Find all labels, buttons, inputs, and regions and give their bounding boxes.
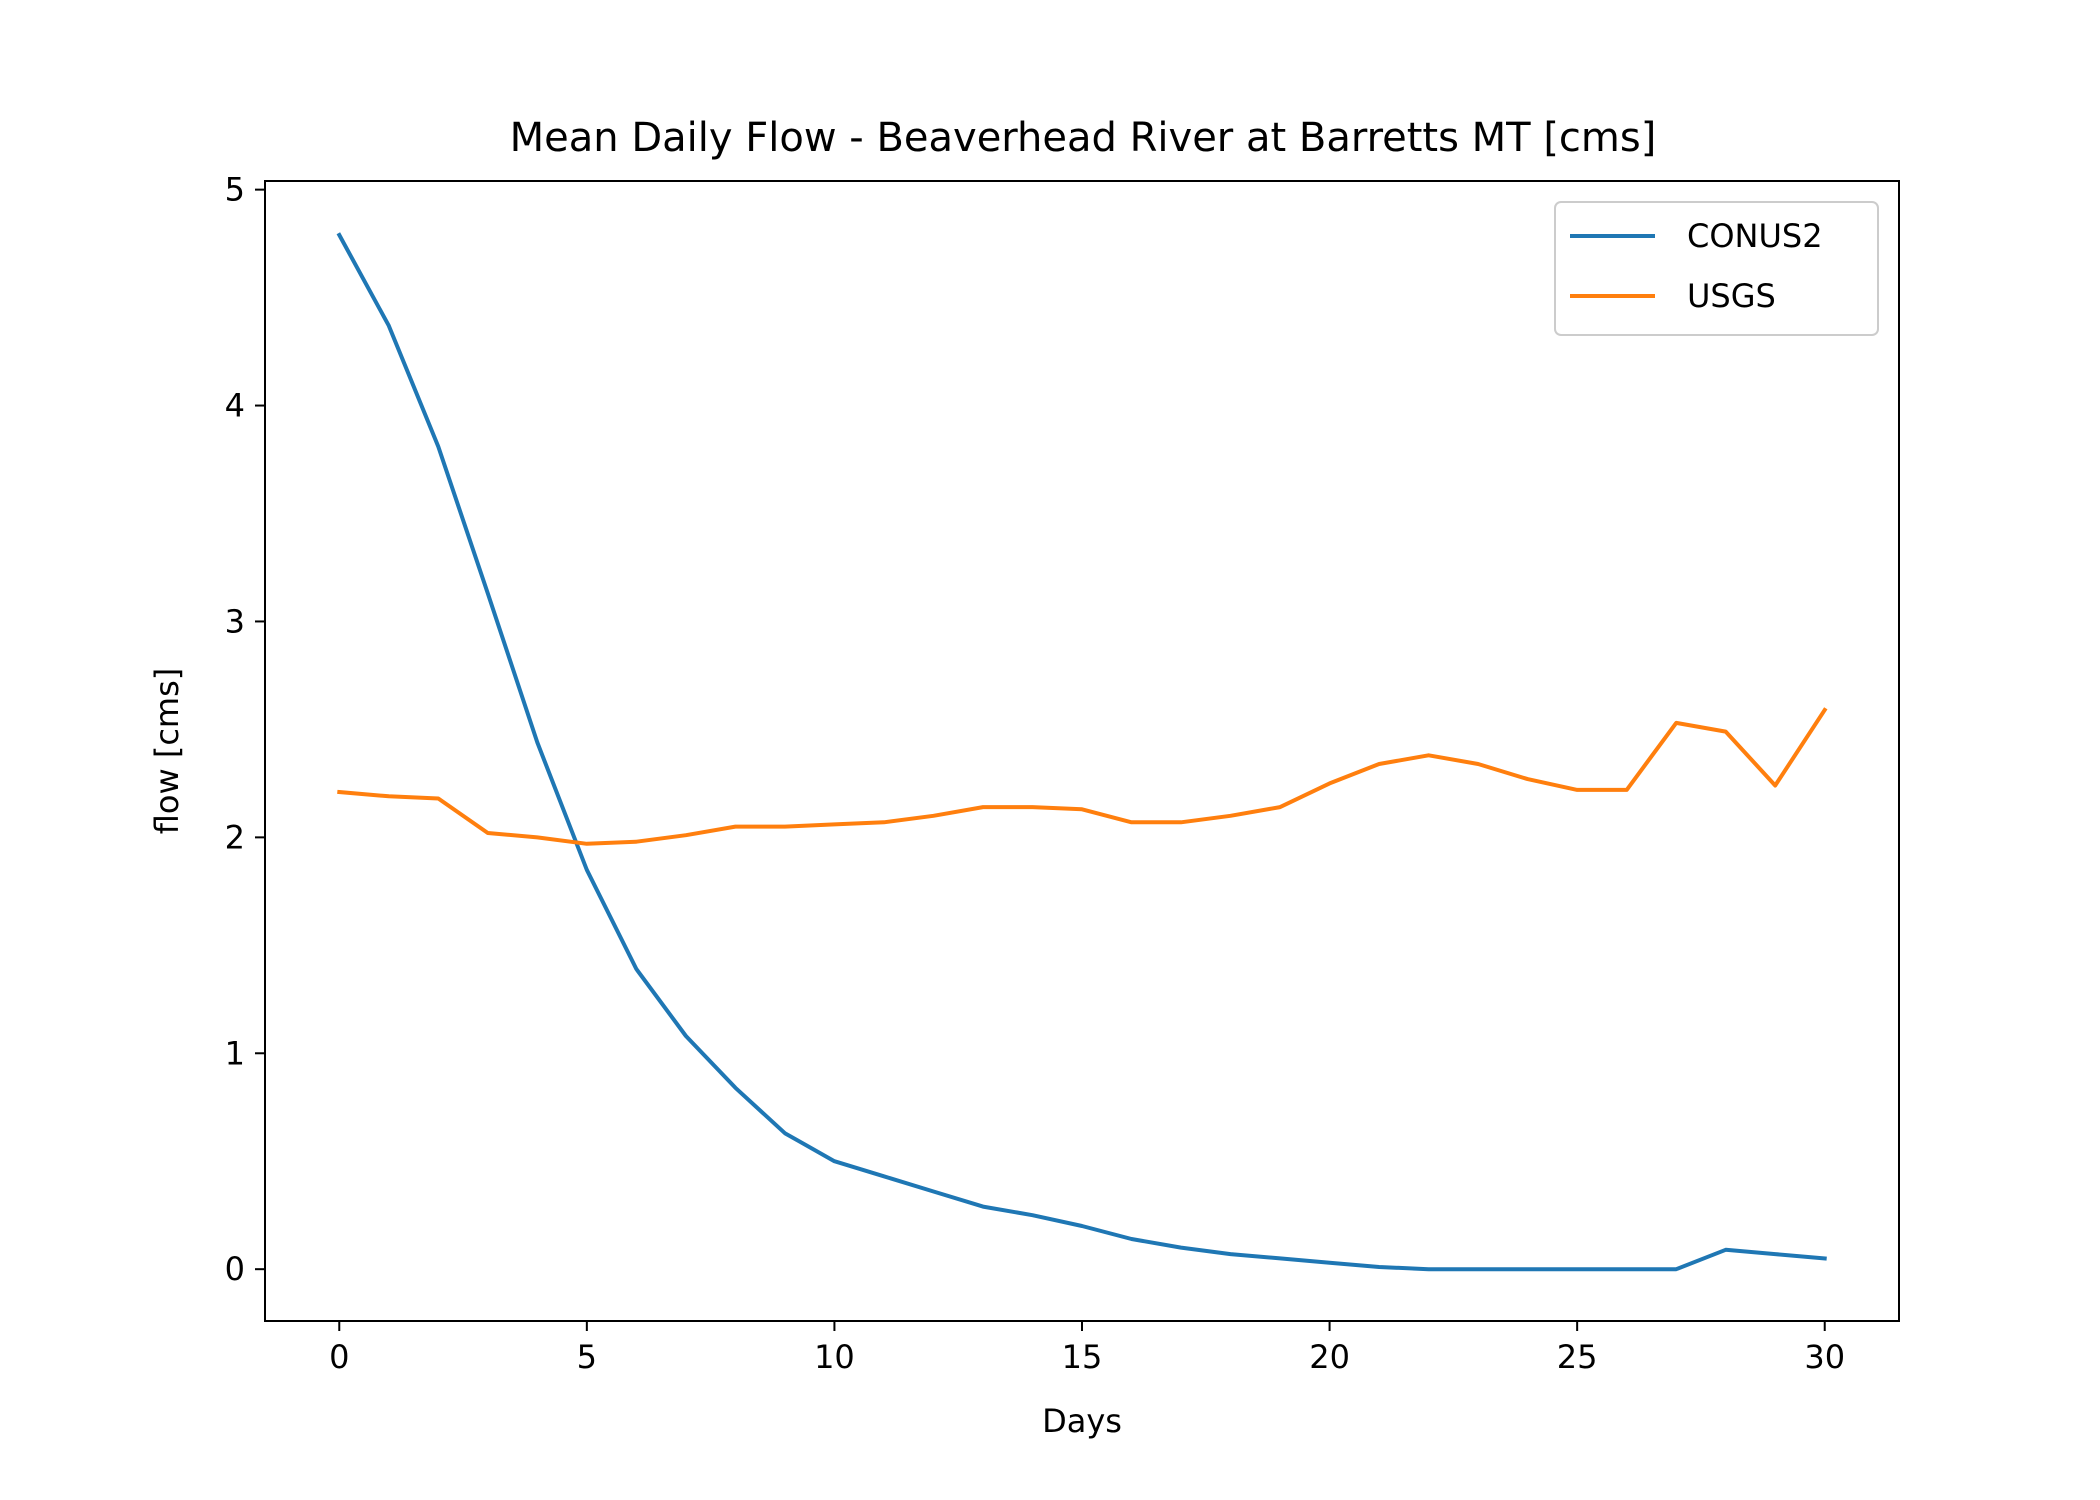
x-tick-label: 15 xyxy=(1062,1338,1103,1376)
y-tick-label: 1 xyxy=(225,1034,245,1072)
chart-title: Mean Daily Flow - Beaverhead River at Ba… xyxy=(510,115,1657,161)
y-axis: 0 1 2 3 4 5 xyxy=(225,171,265,1288)
y-tick-label: 2 xyxy=(225,818,245,856)
legend: CONUS2 USGS xyxy=(1554,201,1879,336)
x-tick-label: 20 xyxy=(1309,1338,1350,1376)
x-tick-label: 0 xyxy=(329,1338,349,1376)
x-tick-label: 25 xyxy=(1557,1338,1598,1376)
series-layer xyxy=(336,232,1828,1272)
x-axis-label: Days xyxy=(1042,1402,1122,1440)
x-tick-label: 10 xyxy=(814,1338,855,1376)
legend-label-usgs: USGS xyxy=(1687,277,1776,315)
plot-area xyxy=(265,181,1899,1321)
series-line-conus2 xyxy=(336,232,1827,1272)
y-tick-label: 5 xyxy=(225,171,245,209)
x-tick-label: 5 xyxy=(577,1338,597,1376)
x-axis: 0 5 10 15 20 25 30 xyxy=(329,1321,1845,1376)
x-tick-label: 30 xyxy=(1804,1338,1845,1376)
series-line-usgs xyxy=(337,707,1828,846)
y-tick-label: 3 xyxy=(225,602,245,640)
y-tick-label: 4 xyxy=(225,387,245,425)
y-tick-label: 0 xyxy=(225,1250,245,1288)
y-axis-label: flow [cms] xyxy=(148,668,186,834)
legend-label-conus2: CONUS2 xyxy=(1687,217,1823,255)
